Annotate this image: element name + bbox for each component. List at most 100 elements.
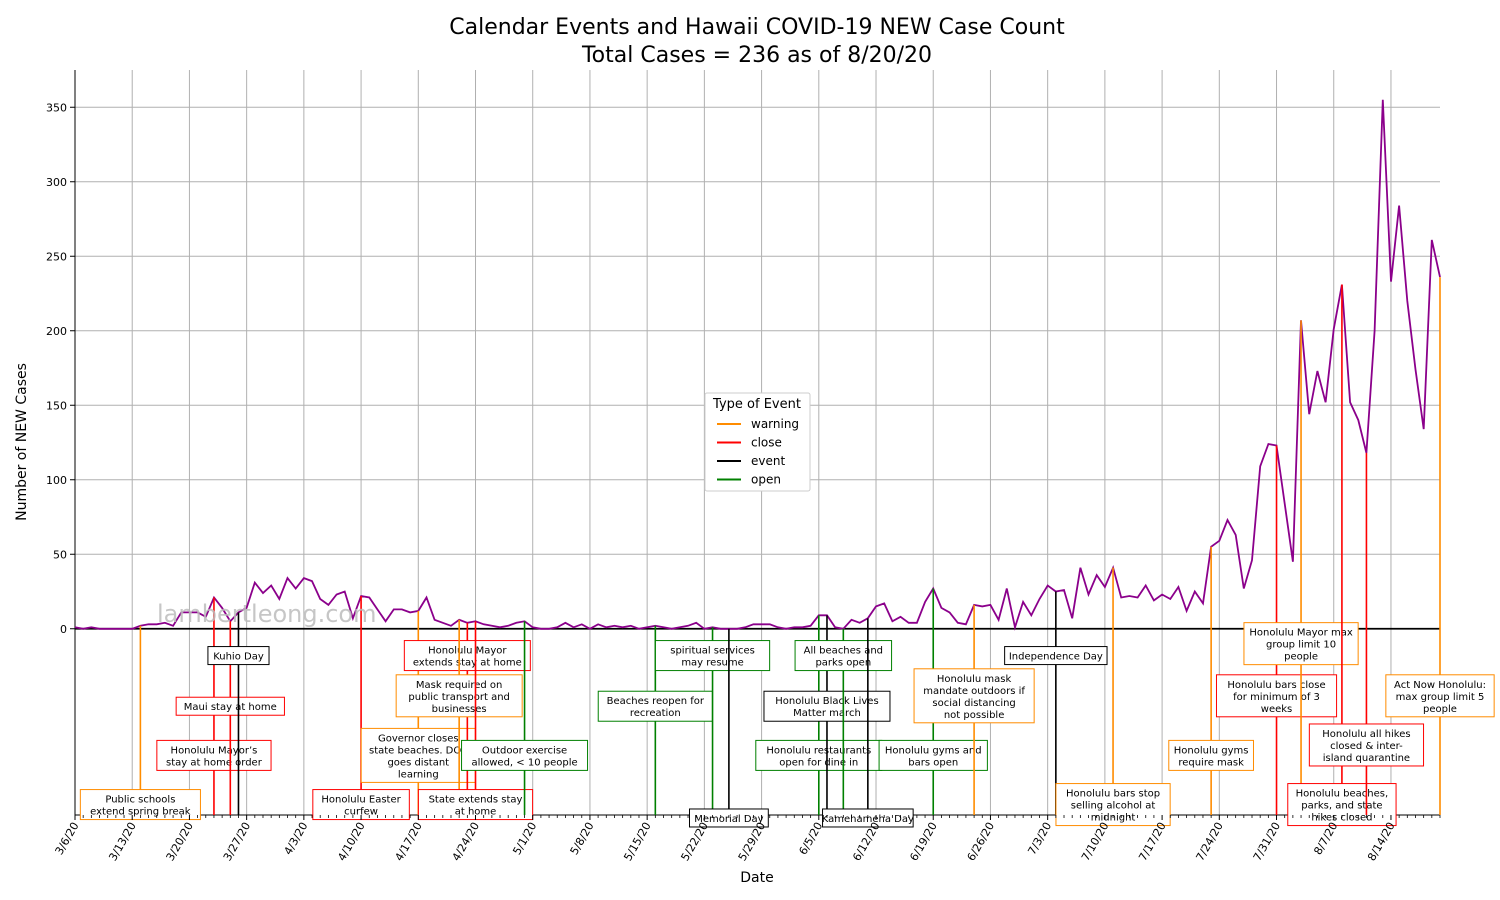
event-text: Act Now Honolulu: (1394, 680, 1486, 691)
event-text: parks, and state (1301, 801, 1382, 812)
event-text: max group limit 5 (1396, 692, 1485, 703)
event-text: Honolulu mask (937, 674, 1012, 685)
event-text: public transport and (408, 692, 509, 703)
x-tick-label: 5/1/20 (510, 820, 539, 857)
event-text: may resume (681, 658, 743, 669)
event-box (156, 739, 272, 771)
x-tick-label: 4/3/20 (281, 820, 310, 857)
x-tick-label: 3/27/20 (221, 820, 253, 863)
event-text: goes distant (387, 757, 449, 768)
event-text: not possible (944, 710, 1005, 721)
series (74, 99, 1441, 631)
event-text: group limit 10 (1266, 640, 1336, 651)
event-text: Honolulu restaurants (766, 745, 871, 756)
event-text: learning (398, 769, 439, 780)
x-tick-label: 3/13/20 (106, 820, 138, 863)
event-text: Governor closes (378, 733, 459, 744)
event-text: Honolulu beaches, (1296, 789, 1389, 800)
event-text: mandate outdoors if (923, 686, 1025, 697)
event-text: state beaches. DOE (369, 745, 468, 756)
y-tick-label: 300 (46, 176, 67, 189)
x-tick-label: 5/8/20 (568, 820, 597, 857)
event-text: hikes closed (1311, 813, 1372, 824)
event-text: closed & inter- (1330, 741, 1403, 752)
y-tick-label: 100 (46, 474, 67, 487)
x-tick-label: 7/3/20 (1025, 820, 1054, 857)
event-text: Honolulu gyms and (885, 745, 982, 756)
event-box (1055, 783, 1171, 827)
event-box (1385, 674, 1495, 718)
event-text: curfew (344, 807, 378, 818)
y-tick-label: 50 (53, 548, 67, 561)
event-box (654, 640, 771, 672)
event-text: Honolulu Mayor (428, 646, 507, 657)
event-box (1168, 739, 1254, 771)
legend-entry: event (751, 454, 785, 468)
event-text: Independence Day (1009, 652, 1103, 663)
x-tick-label: 4/24/20 (450, 820, 482, 863)
event-text: for minimum of 3 (1233, 692, 1320, 703)
chart-title: Calendar Events and Hawaii COVID-19 NEW … (449, 15, 1065, 40)
y-tick-label: 200 (46, 325, 67, 338)
event-text: businesses (432, 704, 487, 715)
event-text: Kamehameha Day (822, 814, 914, 825)
event-box (878, 739, 988, 771)
x-tick-label: 7/10/20 (1079, 820, 1111, 863)
event-text: Mask required on (416, 680, 502, 691)
legend-box (704, 392, 811, 492)
legend: Type of Event warning close event open (704, 392, 811, 492)
event-text: Public schools (105, 795, 175, 806)
x-tick-label: 3/20/20 (164, 820, 196, 863)
x-tick-label: 3/6/20 (53, 820, 82, 857)
watermark: lambertleong.com (157, 600, 376, 628)
event-text: island quarantine (1323, 753, 1410, 764)
event-box (763, 690, 891, 722)
event-text: extends stay at home (413, 658, 522, 669)
x-tick-label: 6/26/20 (965, 820, 997, 863)
event-text: bars open (908, 757, 958, 768)
event-box (1287, 783, 1397, 827)
event-box (312, 789, 410, 821)
event-box (597, 690, 713, 722)
event-text: Honolulu Mayor max (1249, 628, 1352, 639)
y-tick-label: 250 (46, 250, 67, 263)
event-text: at home (455, 807, 497, 818)
event-text: allowed, < 10 people (471, 757, 577, 768)
event-text: Kuhio Day (213, 652, 264, 663)
event-text: open for dine in (779, 757, 858, 768)
event-text: Honolulu Mayor’s (171, 745, 258, 756)
event-box (913, 668, 1035, 724)
x-tick-label: 7/17/20 (1136, 820, 1168, 863)
event-text: Memorial Day (694, 814, 763, 825)
event-box (175, 696, 285, 716)
event-text: people (1284, 652, 1318, 663)
event-text: selling alcohol at (1071, 801, 1156, 812)
x-tick-label: 7/31/20 (1251, 820, 1283, 863)
legend-entry: open (751, 473, 781, 487)
event-text: Honolulu Easter (321, 795, 401, 806)
legend-entries: warning close event open (717, 417, 799, 487)
legend-entry: warning (751, 417, 799, 431)
event-box (1308, 723, 1425, 767)
event-text: parks open (815, 658, 871, 669)
x-tick-label: 4/10/20 (335, 820, 367, 863)
event-text: spiritual services (670, 646, 755, 657)
event-text: people (1423, 704, 1457, 715)
